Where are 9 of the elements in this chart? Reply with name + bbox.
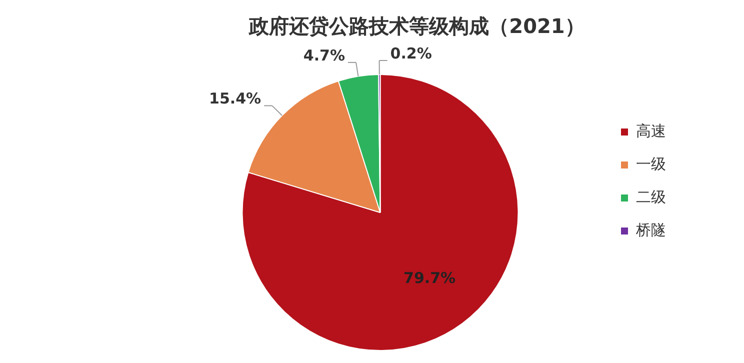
data-label: 0.2% <box>390 44 432 62</box>
legend-label: 一级 <box>636 154 666 173</box>
legend-label: 桥隧 <box>635 220 666 239</box>
data-label: 15.4% <box>209 90 262 108</box>
legend-label: 二级 <box>636 188 666 206</box>
data-label: 79.7% <box>404 268 456 287</box>
legend-label: 高速 <box>636 122 666 140</box>
chart-title: 政府还贷公路技术等级构成（2021） <box>248 14 585 38</box>
data-label: 4.7% <box>303 46 345 64</box>
